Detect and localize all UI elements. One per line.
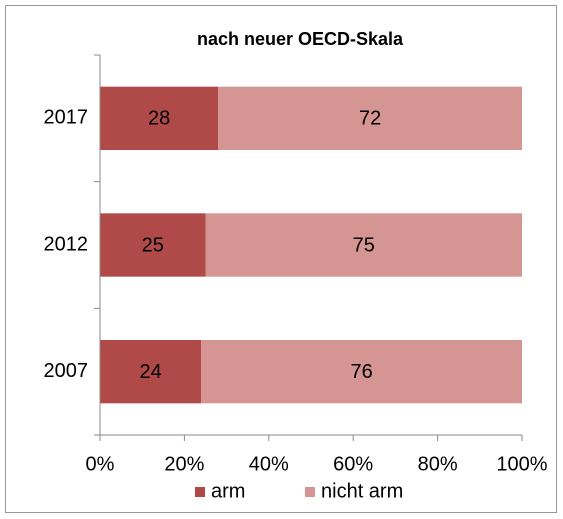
bar-segment (205, 213, 522, 277)
x-tick-label: 80% (418, 453, 458, 475)
data-label: 25 (142, 234, 164, 256)
legend-label: nicht arm (321, 480, 403, 502)
legend-swatch (305, 487, 315, 497)
x-tick-label: 0% (86, 453, 115, 475)
data-label: 72 (359, 108, 381, 130)
data-label: 75 (353, 234, 375, 256)
legend-swatch (195, 487, 205, 497)
data-label: 24 (140, 361, 162, 383)
y-tick-label: 2017 (44, 107, 89, 129)
x-tick-label: 40% (249, 453, 289, 475)
data-label: 76 (351, 361, 373, 383)
bar-segment (201, 340, 522, 404)
bar-segment (100, 213, 206, 277)
x-tick-label: 20% (164, 453, 204, 475)
x-tick-label: 60% (333, 453, 373, 475)
data-label: 28 (148, 108, 170, 130)
legend-label: arm (211, 480, 245, 502)
bar-segment (100, 86, 219, 150)
x-tick-label: 100% (496, 453, 547, 475)
bar-segment (218, 86, 522, 150)
bar-segment (100, 340, 202, 404)
y-tick-label: 2012 (44, 233, 89, 255)
y-tick-label: 2007 (44, 360, 89, 382)
chart-title: nach neuer OECD-Skala (197, 29, 404, 49)
